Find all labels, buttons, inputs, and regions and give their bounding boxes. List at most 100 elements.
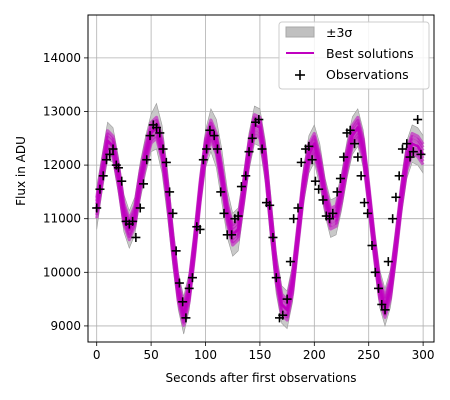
observation-point bbox=[265, 200, 275, 210]
observation-point bbox=[117, 176, 127, 186]
legend: ±3σ Best solutions Observations bbox=[278, 21, 430, 90]
observation-point bbox=[408, 147, 418, 157]
observation-point bbox=[195, 224, 205, 234]
observation-point bbox=[268, 232, 278, 242]
legend-band-swatch bbox=[285, 26, 315, 38]
observation-point bbox=[370, 267, 380, 277]
legend-points-swatch bbox=[295, 70, 305, 80]
observation-point bbox=[254, 115, 264, 125]
observation-point bbox=[212, 144, 222, 154]
y-tick-label: 9000 bbox=[50, 319, 81, 333]
x-axis-label: Seconds after first observations bbox=[166, 371, 357, 385]
observation-point bbox=[318, 195, 328, 205]
observation-point bbox=[350, 139, 360, 149]
observation-point bbox=[380, 305, 390, 315]
observation-point bbox=[307, 155, 317, 165]
observation-point bbox=[377, 299, 387, 309]
observation-point bbox=[101, 155, 111, 165]
x-tick-label: 50 bbox=[143, 348, 158, 362]
plot-area bbox=[88, 15, 434, 342]
observation-point bbox=[416, 149, 426, 159]
legend-band-label: ±3σ bbox=[326, 25, 352, 40]
observation-point bbox=[374, 283, 384, 293]
observation-point bbox=[285, 257, 295, 267]
observation-point bbox=[356, 171, 366, 181]
observation-point bbox=[205, 125, 215, 135]
observation-point bbox=[138, 179, 148, 189]
best-solution-line bbox=[95, 123, 425, 317]
observation-point bbox=[113, 163, 123, 173]
observation-point bbox=[328, 208, 338, 218]
observation-point bbox=[397, 144, 407, 154]
observation-point bbox=[363, 208, 373, 218]
observation-point bbox=[202, 144, 212, 154]
observation-point bbox=[105, 149, 115, 159]
observation-point bbox=[247, 133, 257, 143]
y-tick-label: 12000 bbox=[43, 158, 81, 172]
observation-point bbox=[345, 125, 355, 135]
observation-point bbox=[216, 187, 226, 197]
observation-point bbox=[98, 171, 108, 181]
observation-point bbox=[178, 297, 188, 307]
observation-point bbox=[152, 123, 162, 133]
observation-point bbox=[413, 115, 423, 125]
observation-point bbox=[402, 139, 412, 149]
legend-line-label: Best solutions bbox=[326, 46, 414, 61]
observation-point bbox=[257, 144, 267, 154]
y-tick-label: 10000 bbox=[43, 265, 81, 279]
observation-point bbox=[174, 278, 184, 288]
observation-point bbox=[296, 157, 306, 167]
observation-point bbox=[184, 283, 194, 293]
observation-point bbox=[388, 214, 398, 224]
y-tick-label: 13000 bbox=[43, 104, 81, 118]
observation-point bbox=[241, 171, 251, 181]
observation-point bbox=[165, 187, 175, 197]
plot-content bbox=[92, 102, 426, 335]
observation-point bbox=[353, 152, 363, 162]
observation-point bbox=[219, 208, 229, 218]
observation-point bbox=[135, 203, 145, 213]
observation-point bbox=[95, 184, 105, 194]
y-tick-label: 14000 bbox=[43, 51, 81, 65]
grid bbox=[88, 15, 434, 342]
observation-point bbox=[227, 230, 237, 240]
y-tick-label: 11000 bbox=[43, 212, 81, 226]
legend-points-label: Observations bbox=[326, 67, 409, 82]
observation-point bbox=[108, 144, 118, 154]
observation-point bbox=[282, 294, 292, 304]
plot-frame bbox=[87, 14, 435, 343]
observation-point bbox=[339, 152, 349, 162]
observation-point bbox=[168, 208, 178, 218]
y-axis-label: Flux in ADU bbox=[14, 136, 28, 206]
observation-point bbox=[383, 257, 393, 267]
observation-point bbox=[310, 176, 320, 186]
x-tick-label: 150 bbox=[248, 348, 271, 362]
observation-point bbox=[233, 211, 243, 221]
observation-point bbox=[391, 192, 401, 202]
observation-point bbox=[181, 313, 191, 323]
observation-point bbox=[187, 273, 197, 283]
x-tick-label: 250 bbox=[357, 348, 380, 362]
legend-frame bbox=[278, 21, 430, 90]
x-tick-label: 0 bbox=[93, 348, 101, 362]
x-tick-label: 100 bbox=[194, 348, 217, 362]
observation-point bbox=[158, 144, 168, 154]
observation-point bbox=[236, 182, 246, 192]
observation-point bbox=[209, 131, 219, 141]
observation-point bbox=[314, 184, 324, 194]
observation-point bbox=[92, 203, 102, 213]
observation-point bbox=[335, 174, 345, 183]
observation-point bbox=[289, 214, 299, 224]
observation-point bbox=[359, 198, 369, 208]
observation-point bbox=[325, 214, 335, 224]
x-tick-label: 200 bbox=[303, 348, 326, 362]
best-solutions bbox=[95, 113, 425, 327]
observation-point bbox=[161, 157, 171, 167]
observation-point bbox=[171, 246, 181, 256]
observation-point bbox=[293, 203, 303, 213]
observation-point bbox=[271, 273, 281, 283]
observation-point bbox=[145, 131, 155, 141]
observation-point bbox=[367, 241, 377, 251]
observation-point bbox=[142, 155, 152, 165]
